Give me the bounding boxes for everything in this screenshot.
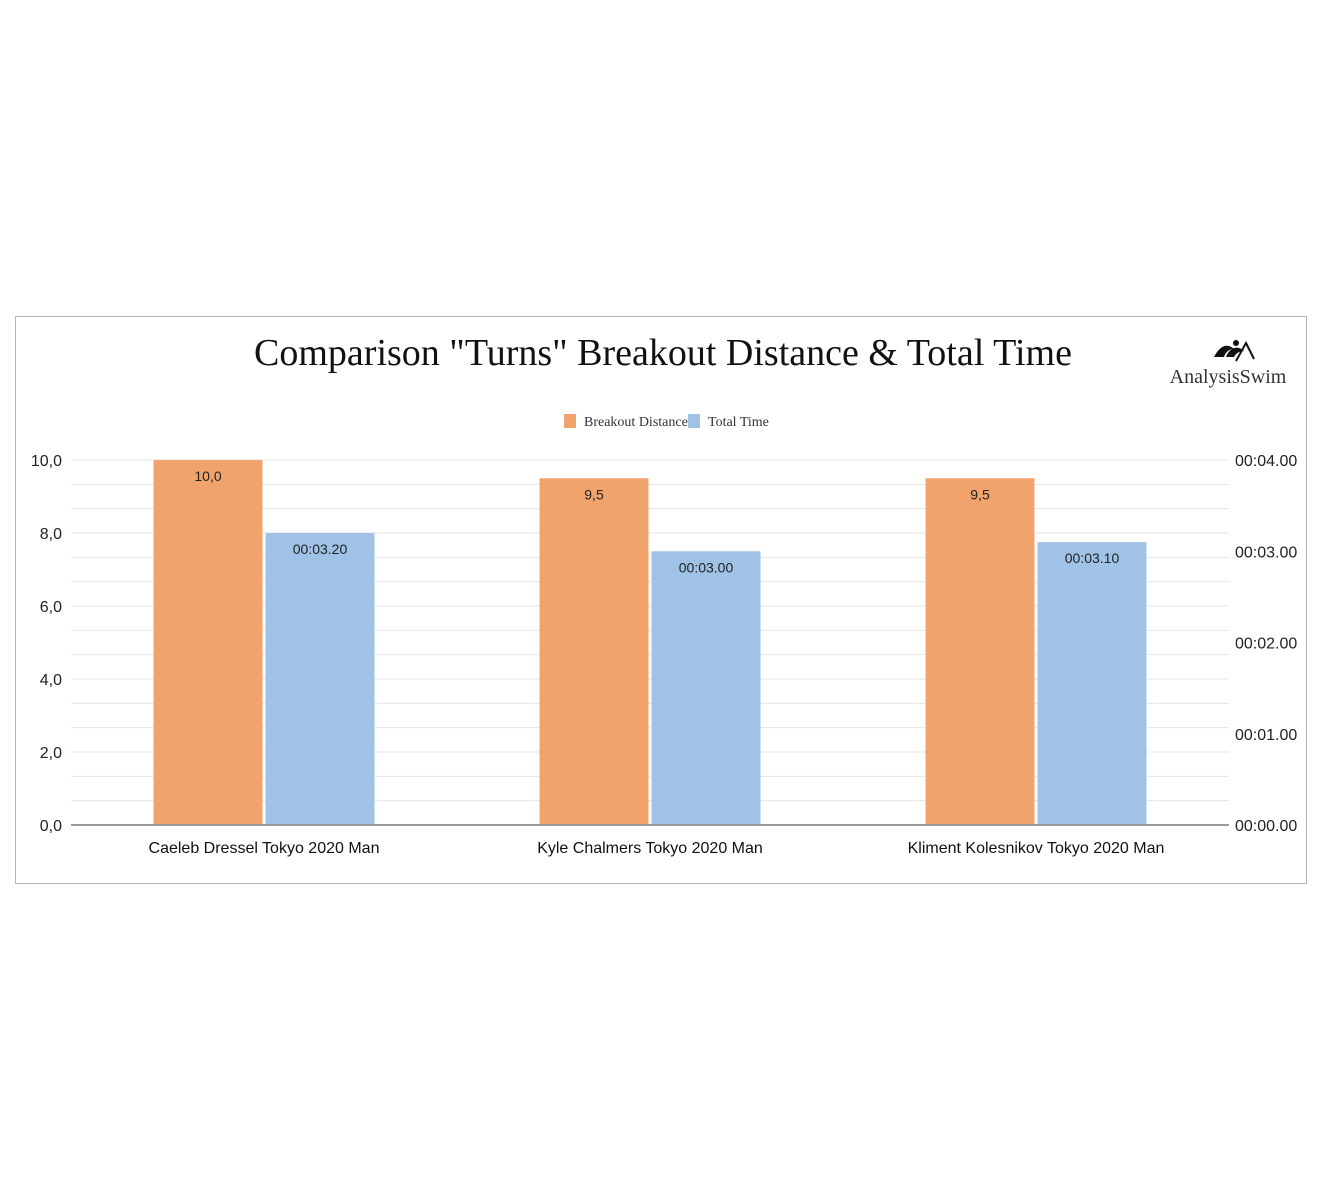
x-category-label: Caeleb Dressel Tokyo 2020 Man [149,840,380,857]
data-label: 10,0 [194,468,221,484]
chart-svg: Comparison "Turns" Breakout Distance & T… [31,332,1298,857]
data-label: 9,5 [970,486,990,502]
legend: Breakout Distance Total Time [564,414,769,430]
chart-title: Comparison "Turns" Breakout Distance & T… [254,332,1072,374]
gridlines [71,459,1229,802]
logo-text: AnalysisSwim [1170,366,1287,388]
x-category-label: Kyle Chalmers Tokyo 2020 Man [537,840,763,857]
swimmer-logo-icon [1214,340,1255,362]
y-left-tick-label: 10,0 [31,453,62,470]
y-right-tick-label: 00:01.00 [1235,727,1297,744]
legend-swatch-total-time [688,414,700,428]
bar-total-time [1037,542,1147,825]
bar-total-time [265,533,375,825]
data-label: 00:03.00 [679,559,734,575]
data-label: 9,5 [584,486,604,502]
x-axis-categories: Caeleb Dressel Tokyo 2020 Man Kyle Chalme… [71,824,1229,857]
y-axis-left: 0,0 2,0 4,0 6,0 8,0 10,0 [31,453,62,835]
y-left-tick-label: 8,0 [40,526,62,543]
legend-label-breakout-distance: Breakout Distance [584,415,688,430]
y-right-tick-label: 00:02.00 [1235,636,1297,653]
y-left-tick-label: 2,0 [40,745,62,762]
bar-breakout-distance [539,478,649,825]
x-category-label: Kliment Kolesnikov Tokyo 2020 Man [908,840,1165,857]
bar-breakout-distance [925,478,1035,825]
chart-frame: Comparison "Turns" Breakout Distance & T… [15,316,1307,884]
bar-breakout-distance [153,460,263,825]
bar-total-time [651,551,761,825]
y-left-tick-label: 0,0 [40,818,62,835]
y-right-tick-label: 00:00.00 [1235,818,1297,835]
y-axis-right: 00:00.00 00:01.00 00:02.00 00:03.00 00:04.00 [1235,453,1297,835]
logo: AnalysisSwim [1170,340,1287,388]
y-right-tick-label: 00:03.00 [1235,544,1297,561]
y-left-tick-label: 4,0 [40,672,62,689]
data-label: 00:03.20 [293,541,348,557]
y-right-tick-label: 00:04.00 [1235,453,1297,470]
legend-label-total-time: Total Time [708,415,769,430]
data-label: 00:03.10 [1065,550,1120,566]
bars: 10,0 00:03.20 9,5 00:03.00 9,5 00:03.10 [153,460,1147,825]
y-left-tick-label: 6,0 [40,599,62,616]
legend-swatch-breakout-distance [564,414,576,428]
